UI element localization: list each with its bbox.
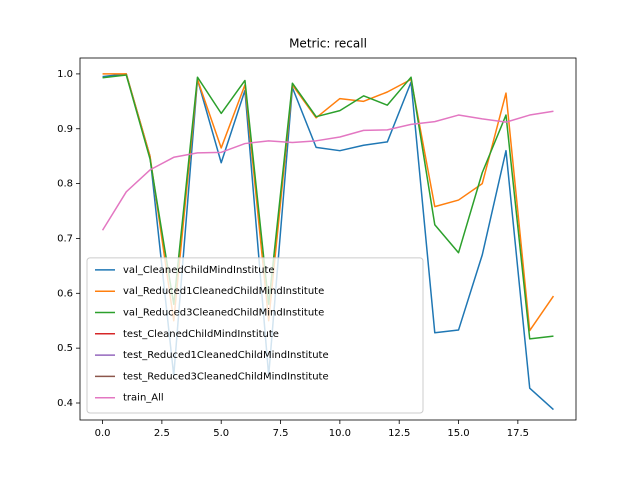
- y-tick-label: 0.8: [57, 179, 73, 190]
- legend-label: val_Reduced1CleanedChildMindInstitute: [123, 286, 324, 297]
- legend-label: test_CleanedChildMindInstitute: [123, 329, 279, 340]
- y-tick-label: 0.6: [57, 288, 73, 299]
- x-tick-label: 7.5: [273, 428, 289, 439]
- x-tick-label: 5.0: [213, 428, 229, 439]
- x-tick-label: 10.0: [329, 428, 351, 439]
- legend-box: [86, 257, 424, 414]
- y-tick-label: 0.5: [57, 343, 73, 354]
- chart-title: Metric: recall: [289, 37, 367, 51]
- x-tick-label: 12.5: [388, 428, 410, 439]
- legend-label: test_Reduced1CleanedChildMindInstitute: [123, 350, 329, 361]
- legend-label: test_Reduced3CleanedChildMindInstitute: [123, 371, 329, 382]
- x-tick-label: 15.0: [447, 428, 469, 439]
- legend-label: val_Reduced3CleanedChildMindInstitute: [123, 308, 324, 319]
- legend: val_CleanedChildMindInstitute val_Reduced…: [86, 257, 424, 414]
- x-tick-label: 17.5: [507, 428, 529, 439]
- y-tick-label: 1.0: [57, 69, 73, 80]
- x-tick-label: 2.5: [154, 428, 170, 439]
- x-tick-label: 0.0: [95, 428, 111, 439]
- y-tick-label: 0.4: [57, 398, 73, 409]
- axes-frame: [79, 57, 577, 421]
- legend-label: val_CleanedChildMindInstitute: [123, 265, 275, 276]
- series-line: [101, 110, 554, 231]
- y-tick-label: 0.9: [57, 124, 73, 135]
- y-tick-label: 0.7: [57, 233, 73, 244]
- legend-label: train_All: [123, 393, 164, 404]
